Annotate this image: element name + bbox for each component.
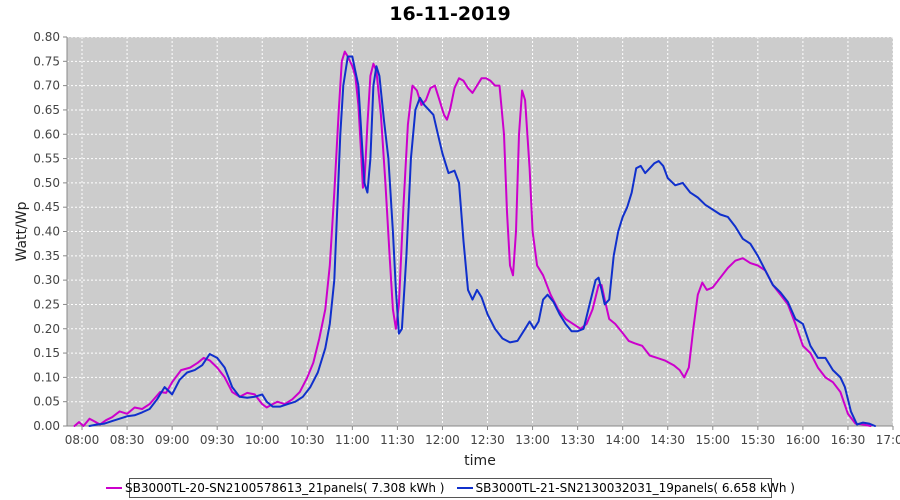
y-tick-label: 0.15 (33, 346, 60, 360)
x-axis-title: time (464, 453, 496, 469)
y-tick-label: 0.75 (33, 54, 60, 68)
x-tick-label: 17:00 (876, 433, 900, 447)
x-tick-label: 12:00 (425, 433, 460, 447)
x-tick-label: 11:30 (380, 433, 415, 447)
x-tick-label: 15:30 (741, 433, 776, 447)
grid-lines (67, 36, 894, 426)
x-tick-label: 13:00 (515, 433, 550, 447)
legend-label-series-2: SB3000TL-21-SN2130032031_19panels( 6.658… (475, 481, 795, 495)
y-tick-label: 0.10 (33, 370, 60, 384)
x-tick-label: 13:30 (560, 433, 595, 447)
x-tick-label: 10:00 (245, 433, 280, 447)
x-tick-label: 12:30 (470, 433, 505, 447)
y-tick-label: 0.35 (33, 249, 60, 263)
y-tick-label: 0.05 (33, 395, 60, 409)
axes: 0.00 0.05 0.10 0.15 0.20 0.25 0.30 0.35 0.40 0.45… (33, 30, 900, 447)
x-tick-label: 11:00 (335, 433, 370, 447)
legend-label-series-1: SB3000TL-20-SN2100578613_21panels( 7.308… (125, 481, 445, 495)
x-tick-label: 16:30 (831, 433, 866, 447)
y-tick-label: 0.55 (33, 152, 60, 166)
x-tick-label: 08:30 (110, 433, 145, 447)
y-tick-label: 0.20 (33, 322, 60, 336)
chart-title: 16-11-2019 (389, 3, 511, 25)
x-tick-label: 14:30 (650, 433, 685, 447)
y-tick-label: 0.70 (33, 79, 60, 93)
x-tick-label: 14:00 (605, 433, 640, 447)
y-tick-label: 0.00 (33, 419, 60, 433)
y-tick-label: 0.45 (33, 200, 60, 214)
x-tick-label: 10:30 (290, 433, 325, 447)
legend-item-series-2: SB3000TL-21-SN2130032031_19panels( 6.658… (456, 481, 795, 495)
legend-item-series-1: SB3000TL-20-SN2100578613_21panels( 7.308… (106, 481, 445, 495)
x-tick-label: 16:00 (786, 433, 821, 447)
x-tick-label: 09:30 (200, 433, 235, 447)
x-tick-label: 15:00 (695, 433, 730, 447)
y-tick-label: 0.30 (33, 273, 60, 287)
y-axis-title: Watt/Wp (14, 201, 30, 261)
y-tick-label: 0.80 (33, 30, 60, 44)
y-tick-label: 0.60 (33, 127, 60, 141)
series-line-2 (88, 55, 876, 427)
legend-swatch-series-1 (106, 487, 123, 489)
y-tick-label: 0.65 (33, 103, 60, 117)
y-tick-label: 0.25 (33, 297, 60, 311)
legend: SB3000TL-20-SN2100578613_21panels( 7.308… (106, 478, 795, 498)
y-tick-label: 0.50 (33, 176, 60, 190)
x-tick-label: 09:00 (155, 433, 190, 447)
series-lines (73, 50, 876, 427)
y-tick-label: 0.40 (33, 225, 60, 239)
x-tick-label: 08:00 (65, 433, 100, 447)
legend-swatch-series-2 (456, 487, 473, 489)
